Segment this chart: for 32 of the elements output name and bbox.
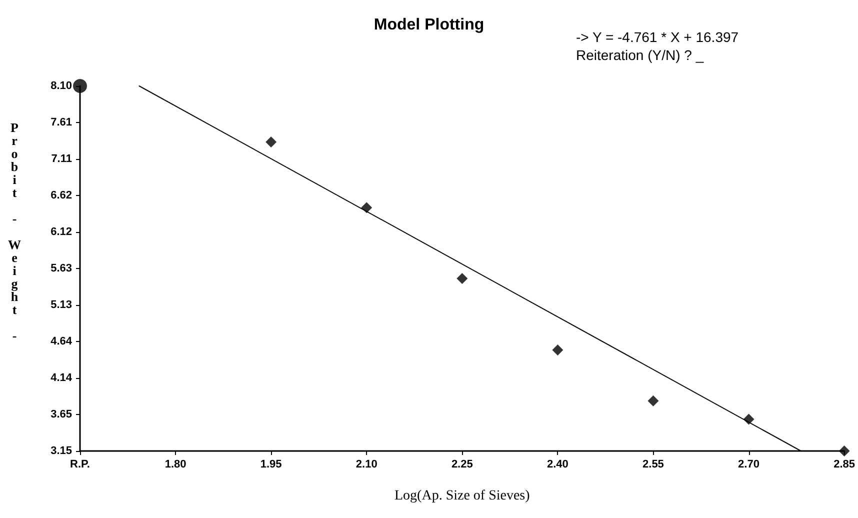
point <box>73 79 87 93</box>
x-tick-label: 2.85 <box>834 458 856 470</box>
y-tick-label: 3.65 <box>50 408 72 420</box>
point <box>648 395 659 406</box>
y-tick-label: 6.12 <box>50 226 72 238</box>
x-tick-label: 2.40 <box>546 458 568 470</box>
y-tick-label: 5.13 <box>50 299 72 311</box>
y-tick-label: 5.63 <box>50 262 72 274</box>
y-tick-label: 8.10 <box>50 80 72 92</box>
text: Reiteration (Y/N) ? _ <box>576 46 705 64</box>
y-tick-label: 7.61 <box>50 116 72 128</box>
y-axis-title: Probit - Weight - <box>6 120 22 341</box>
chart-title: Model Plotting <box>374 16 484 34</box>
point <box>838 446 850 456</box>
point <box>456 272 468 284</box>
point <box>552 344 564 356</box>
x-tick-label: 2.55 <box>642 458 664 470</box>
y-tick-label: 4.64 <box>50 336 73 348</box>
point <box>361 202 372 214</box>
x-tick-label: 1.95 <box>260 458 282 470</box>
x-axis-title: Log(Ap. Size of Sieves) <box>394 488 530 504</box>
y-tick-label: 6.62 <box>50 190 72 202</box>
x-tick-label: 1.80 <box>164 458 186 470</box>
y-tick-label: 7.11 <box>51 153 72 165</box>
x-tick-label: 2.10 <box>356 458 378 470</box>
x-tick-label: 2.70 <box>738 458 760 470</box>
y-tick-label: 3.15 <box>50 445 72 457</box>
point <box>266 136 277 148</box>
text: -> Y = -4.761 * X + 16.397 <box>576 28 739 46</box>
x-tick-label: 2.25 <box>451 458 473 470</box>
x-tick-label: R.P. <box>70 458 90 470</box>
y-tick-label: 4.14 <box>50 372 73 384</box>
